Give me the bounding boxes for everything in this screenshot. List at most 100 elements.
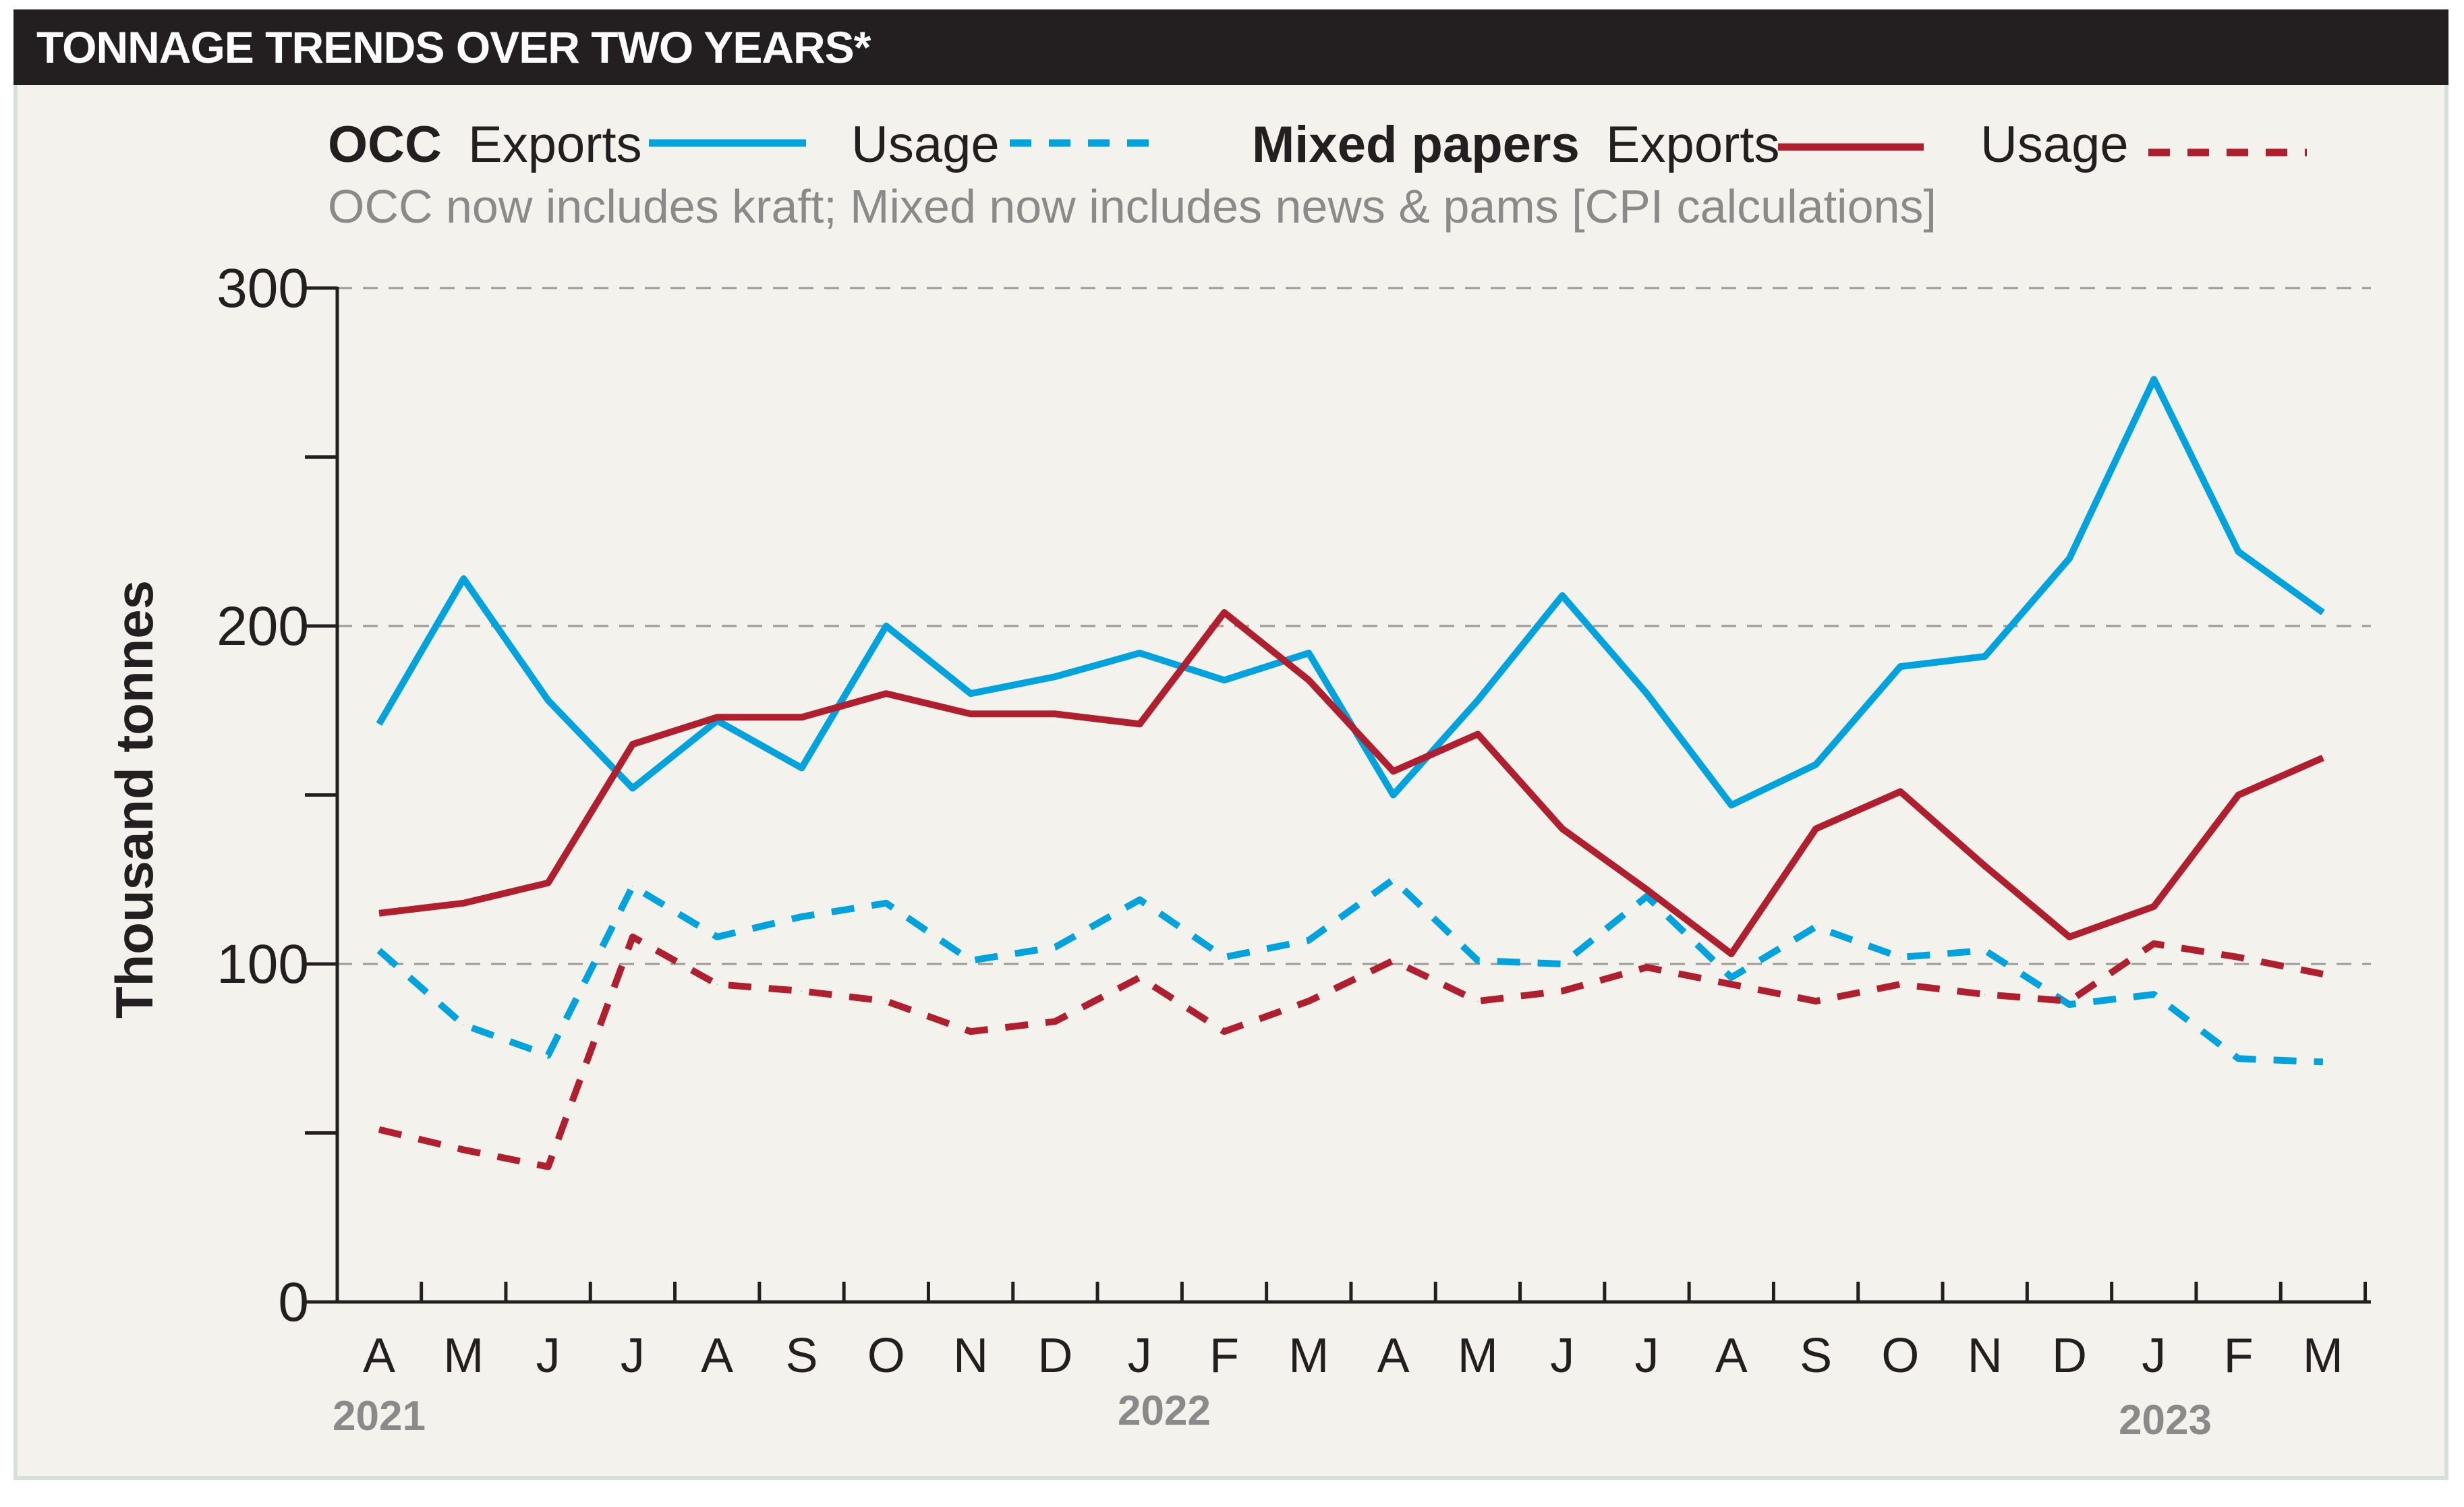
x-tick-label-9: J — [1128, 1329, 1152, 1383]
data-point-occ-exports-9 — [1139, 652, 1141, 654]
x-tick-label-4: A — [701, 1329, 733, 1383]
svg-text:OCC Exports: OCC Exports — [328, 116, 642, 173]
x-tick-label-7: N — [953, 1329, 988, 1383]
x-tick-label-13: M — [1458, 1329, 1498, 1383]
x-tick-label-6: O — [867, 1329, 905, 1383]
series-line-occ-exports — [376, 376, 2325, 809]
data-point-mixed-papers-exports-15 — [1646, 889, 1647, 890]
data-point-occ-exports-1 — [463, 578, 464, 579]
legend-occ-usage-label: Usage — [851, 116, 1000, 173]
x-tick-label-20: D — [2052, 1329, 2087, 1383]
data-point-mixed-papers-usage-9 — [1139, 977, 1141, 978]
y-tick-label-100: 100 — [217, 934, 309, 995]
legend-mixed-exports-label: Exports — [1606, 116, 1780, 173]
data-point-mixed-papers-exports-4 — [716, 716, 718, 718]
x-tick-label-8: D — [1037, 1329, 1072, 1383]
data-point-mixed-papers-exports-10 — [1224, 612, 1225, 613]
x-tick-label-3: J — [621, 1329, 645, 1383]
series-line-occ-usage — [376, 876, 2324, 1066]
data-point-mixed-papers-usage-0 — [378, 1129, 380, 1130]
gridlines — [337, 287, 2371, 965]
x-tick-label-21: J — [2142, 1329, 2166, 1383]
series — [376, 376, 2325, 1170]
data-point-occ-usage-13 — [1477, 960, 1479, 961]
data-point-occ-usage-14 — [1562, 963, 1563, 965]
svg-text:Mixed papers Exports: Mixed papers Exports — [1252, 116, 1780, 173]
x-tick-label-14: J — [1550, 1329, 1574, 1383]
year-label-2023: 2023 — [2119, 1397, 2212, 1444]
data-point-mixed-papers-usage-12 — [1393, 960, 1394, 961]
y-tick-label-200: 200 — [217, 596, 309, 657]
x-tick-label-23: M — [2303, 1329, 2343, 1383]
data-point-occ-exports-19 — [1984, 656, 1986, 657]
data-point-mixed-papers-usage-19 — [1984, 994, 1986, 995]
data-point-mixed-papers-usage-4 — [716, 984, 718, 985]
x-tick-label-1: M — [443, 1329, 484, 1383]
chart-note: OCC now includes kraft; Mixed now includ… — [328, 180, 1937, 233]
data-point-occ-usage-15 — [1646, 896, 1647, 897]
y-tick-label-300: 300 — [217, 258, 309, 319]
data-point-occ-usage-12 — [1393, 879, 1394, 880]
data-point-mixed-papers-exports-20 — [2069, 936, 2070, 938]
data-point-mixed-papers-usage-3 — [632, 936, 633, 938]
data-point-occ-usage-4 — [716, 936, 718, 938]
chart-title: TONNAGE TRENDS OVER TWO YEARS* — [13, 9, 2448, 85]
series-line-mixed-papers-usage — [378, 933, 2324, 1170]
data-point-mixed-papers-usage-10 — [1224, 1031, 1225, 1032]
data-point-occ-exports-13 — [1477, 700, 1479, 701]
data-point-occ-usage-5 — [801, 916, 802, 917]
data-point-occ-exports-15 — [1646, 693, 1647, 694]
data-point-mixed-papers-exports-13 — [1477, 733, 1479, 735]
x-tick-label-19: N — [1968, 1329, 2003, 1383]
data-point-mixed-papers-usage-15 — [1646, 967, 1647, 968]
x-tick-label-12: A — [1377, 1329, 1410, 1383]
chart-frame — [13, 9, 2448, 1480]
data-point-occ-exports-14 — [1562, 595, 1563, 596]
axes — [305, 286, 2371, 1304]
data-point-occ-exports-18 — [1899, 666, 1901, 667]
x-tick-label-10: F — [1209, 1329, 1239, 1383]
data-point-mixed-papers-exports-18 — [1899, 791, 1901, 792]
data-point-occ-usage-9 — [1139, 899, 1141, 901]
data-point-occ-usage-22 — [2238, 1058, 2239, 1059]
data-point-mixed-papers-exports-14 — [1562, 828, 1563, 830]
x-tick-label-22: F — [2224, 1329, 2254, 1383]
legend-mixed-label: Mixed papers — [1252, 116, 1580, 173]
data-point-mixed-papers-usage-5 — [801, 990, 802, 992]
x-tick-label-15: J — [1635, 1329, 1659, 1383]
data-point-mixed-papers-exports-3 — [632, 743, 633, 745]
legend: OCC Exports Usage Mixed papers Exports U… — [328, 116, 2307, 173]
legend-occ-exports-label: Exports — [468, 116, 642, 173]
data-point-occ-usage-8 — [1054, 946, 1056, 948]
data-point-mixed-papers-usage-14 — [1562, 990, 1563, 992]
x-tick-label-2: J — [536, 1329, 561, 1383]
data-point-occ-exports-20 — [2069, 558, 2070, 559]
data-point-mixed-papers-usage-13 — [1477, 1000, 1479, 1002]
data-point-occ-exports-23 — [2322, 612, 2324, 613]
data-point-mixed-papers-usage-23 — [2322, 973, 2324, 975]
data-point-mixed-papers-exports-5 — [801, 716, 802, 718]
x-tick-label-5: S — [785, 1329, 818, 1383]
year-label-2022: 2022 — [1118, 1388, 1211, 1434]
data-point-occ-exports-3 — [632, 787, 633, 789]
data-point-mixed-papers-usage-18 — [1899, 984, 1901, 985]
x-tick-label-17: S — [1800, 1329, 1832, 1383]
x-tick-label-16: A — [1715, 1329, 1748, 1383]
year-label-2021: 2021 — [333, 1393, 426, 1440]
y-axis-label: Thousand tonnes — [105, 580, 164, 1019]
legend-mixed-usage-label: Usage — [1980, 116, 2129, 173]
data-point-mixed-papers-usage-8 — [1054, 1021, 1056, 1022]
legend-occ-label: OCC — [328, 116, 442, 173]
x-tick-label-11: M — [1288, 1329, 1329, 1383]
data-point-mixed-papers-usage-1 — [463, 1149, 464, 1151]
data-point-mixed-papers-usage-20 — [2069, 1000, 2070, 1002]
x-tick-label-18: O — [1881, 1329, 1919, 1383]
data-point-mixed-papers-exports-12 — [1393, 770, 1394, 772]
y-tick-label-0: 0 — [278, 1272, 309, 1333]
x-tick-label-0: A — [363, 1329, 395, 1383]
data-point-occ-exports-22 — [2238, 551, 2239, 552]
data-point-mixed-papers-exports-19 — [1984, 865, 1986, 867]
data-point-occ-exports-10 — [1224, 679, 1225, 681]
